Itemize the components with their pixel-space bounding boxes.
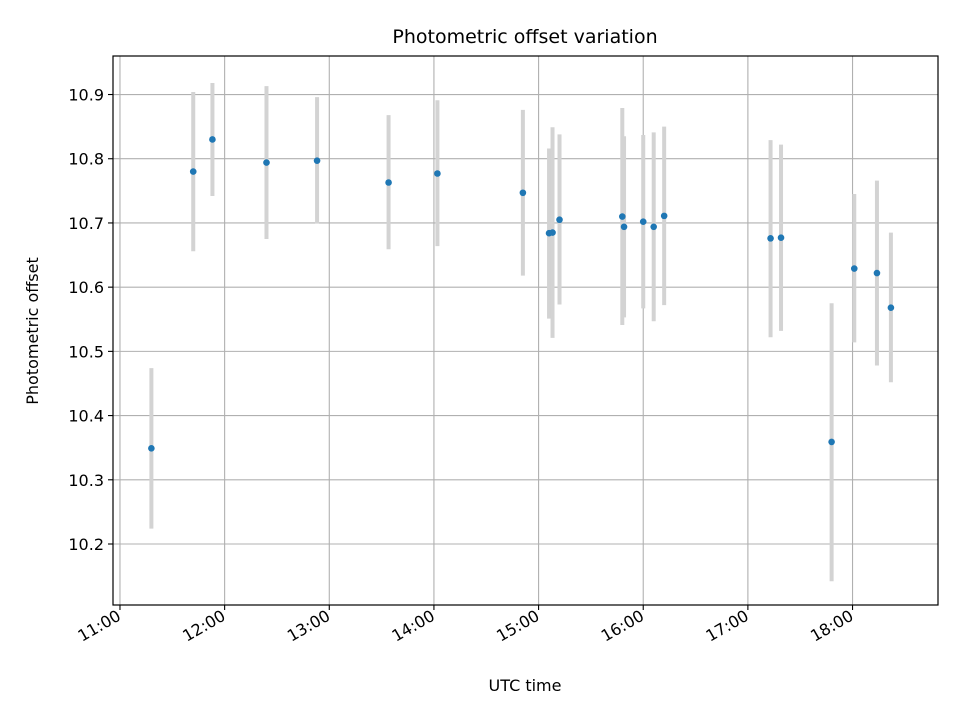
data-point [385, 179, 392, 186]
data-point [850, 265, 858, 272]
data-point [519, 189, 527, 197]
data-point [434, 170, 441, 177]
x-tick-label: 14:00 [388, 606, 437, 646]
x-tick-label: 12:00 [179, 606, 228, 646]
grid [113, 56, 938, 605]
errorbars [149, 82, 893, 582]
y-tick-label: 10.5 [68, 342, 104, 361]
data-point [620, 223, 628, 231]
y-axis-label: Photometric offset [23, 257, 42, 405]
y-tick-label: 10.9 [68, 86, 104, 105]
data-point [887, 304, 895, 312]
x-tick-label: 13:00 [284, 606, 333, 646]
data-points [148, 136, 895, 452]
data-point [650, 223, 657, 231]
data-point [639, 218, 647, 225]
x-tick-label: 18:00 [807, 606, 856, 646]
data-point [828, 438, 835, 446]
x-tick-label: 11:00 [75, 606, 124, 646]
x-tick-label: 16:00 [598, 606, 647, 646]
data-point [777, 234, 785, 242]
data-point [263, 159, 270, 166]
data-point [619, 213, 626, 220]
x-tick-label: 15:00 [493, 606, 542, 646]
y-tick-label: 10.2 [68, 535, 104, 554]
data-point [189, 168, 197, 175]
y-tick-label: 10.3 [68, 471, 104, 490]
chart-title: Photometric offset variation [392, 26, 657, 48]
x-axis-label: UTC time [489, 676, 562, 695]
data-point [209, 136, 216, 143]
data-point [767, 235, 774, 242]
data-point [660, 212, 668, 220]
data-point [556, 216, 563, 224]
y-tick-label: 10.8 [68, 150, 104, 169]
data-point [148, 445, 155, 452]
plot-area-frame [112, 55, 939, 606]
data-point [313, 157, 321, 164]
data-point [873, 269, 881, 277]
y-tick-label: 10.7 [68, 214, 104, 233]
y-tick-label: 10.4 [68, 407, 104, 426]
x-tick-label: 17:00 [702, 606, 751, 646]
data-point [549, 229, 556, 236]
axis-ticks: 10.2 10.3 10.4 10.5 10.6 10.7 10.8 10.9 11:00 12:… [68, 86, 856, 646]
y-tick-label: 10.6 [68, 278, 104, 297]
